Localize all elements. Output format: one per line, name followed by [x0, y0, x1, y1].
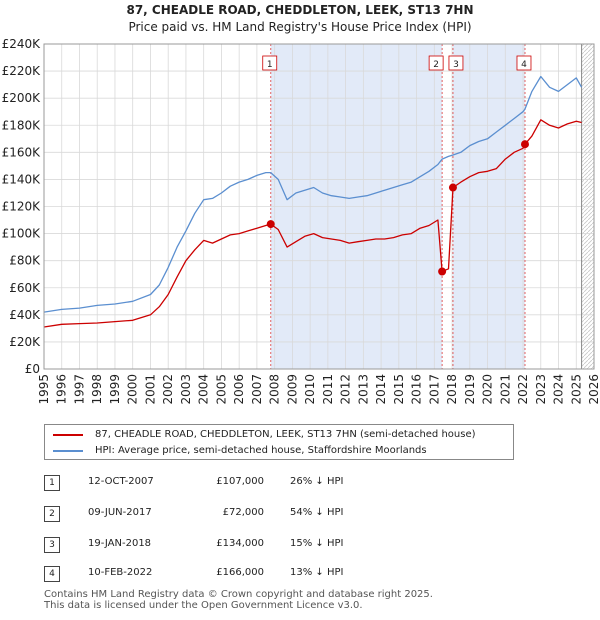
- x-tick-label: 1997: [72, 374, 86, 405]
- y-tick-label: £200K: [2, 91, 42, 105]
- sale-point: [520, 140, 529, 149]
- x-tick-label: 2012: [339, 374, 353, 405]
- sale-number-badge: 4: [44, 566, 60, 582]
- sale-number-badge: 1: [44, 475, 60, 491]
- sale-point: [448, 183, 457, 192]
- sale-point: [266, 220, 275, 229]
- sale-date: 19-JAN-2018: [88, 538, 152, 549]
- sale-price: £134,000: [216, 538, 264, 549]
- x-tick-label: 2016: [410, 374, 424, 405]
- sale-label-box: 4: [516, 55, 532, 71]
- sale-label-box: 3: [448, 55, 464, 71]
- y-tick-label: £0: [25, 362, 40, 376]
- x-tick-label: 2013: [356, 374, 370, 405]
- x-tick-label: 2019: [463, 374, 477, 405]
- sale-date: 10-FEB-2022: [88, 567, 153, 578]
- y-tick-label: £160K: [2, 145, 42, 159]
- sale-hpi-diff: 26% ↓ HPI: [290, 476, 344, 487]
- x-tick-label: 2021: [498, 374, 512, 405]
- x-tick-label: 2011: [321, 374, 335, 405]
- y-tick-label: £240K: [2, 37, 42, 51]
- x-tick-label: 2018: [445, 374, 459, 405]
- y-tick-label: £180K: [2, 118, 42, 132]
- sale-label-box: 1: [262, 55, 278, 71]
- y-tick-label: £100K: [2, 227, 42, 241]
- x-tick-label: 2020: [481, 374, 495, 405]
- sale-price: £72,000: [222, 507, 264, 518]
- x-tick-label: 2001: [143, 374, 157, 405]
- y-tick-label: £60K: [9, 281, 41, 295]
- x-tick-label: 2017: [427, 374, 441, 405]
- x-tick-label: 2024: [552, 374, 566, 405]
- sale-label-frame: [428, 55, 444, 71]
- x-tick-label: 2022: [516, 374, 530, 405]
- x-tick-label: 1998: [90, 374, 104, 405]
- x-tick-label: 2006: [232, 374, 246, 405]
- x-tick-label: 2002: [161, 374, 175, 405]
- x-tick-label: 2023: [534, 374, 548, 405]
- sale-price: £107,000: [216, 476, 264, 487]
- x-tick-label: 1999: [108, 374, 122, 405]
- chart-title: 87, CHEADLE ROAD, CHEDDLETON, LEEK, ST13…: [126, 3, 474, 17]
- legend-label-hpi: HPI: Average price, semi-detached house,…: [95, 445, 427, 456]
- sale-label-frame: [516, 55, 532, 71]
- footer-licence: This data is licensed under the Open Gov…: [44, 600, 363, 611]
- sale-label-number: 3: [453, 60, 459, 70]
- sale-date: 12-OCT-2007: [88, 476, 154, 487]
- sale-number-badge: 2: [44, 506, 60, 522]
- sale-label-box: 2: [428, 55, 444, 71]
- sale-point: [438, 267, 447, 276]
- sale-label-frame: [262, 55, 278, 71]
- footer-copyright: Contains HM Land Registry data © Crown c…: [44, 589, 433, 600]
- x-tick-label: 2014: [374, 374, 388, 405]
- sale-label-number: 4: [521, 60, 527, 70]
- y-tick-label: £140K: [2, 172, 42, 186]
- y-tick-label: £20K: [9, 335, 41, 349]
- price-chart: 1 2 3 4 £0 £20K £40K £60K £80K £100K £120K £140K £1…: [2, 37, 600, 405]
- x-tick-label: 2010: [303, 374, 317, 405]
- x-tick-label: 2009: [285, 374, 299, 405]
- x-tick-label: 2008: [268, 374, 282, 405]
- sale-label-number: 2: [433, 60, 439, 70]
- legend: 87, CHEADLE ROAD, CHEDDLETON, LEEK, ST13…: [44, 424, 514, 460]
- sale-price: £166,000: [216, 567, 264, 578]
- sale-hpi-diff: 54% ↓ HPI: [290, 507, 344, 518]
- sale-number-badge: 3: [44, 537, 60, 553]
- x-tick-label: 2005: [214, 374, 228, 405]
- y-tick-label: £40K: [9, 308, 41, 322]
- sale-label-frame: [448, 55, 464, 71]
- sale-hpi-diff: 13% ↓ HPI: [290, 567, 344, 578]
- chart-subtitle: Price paid vs. HM Land Registry's House …: [128, 20, 472, 34]
- legend-swatch-property: [53, 434, 83, 436]
- x-tick-label: 2025: [569, 374, 583, 405]
- sale-label-number: 1: [267, 60, 273, 70]
- sale-date: 09-JUN-2017: [88, 507, 152, 518]
- y-tick-label: £120K: [2, 200, 42, 214]
- legend-swatch-hpi: [53, 450, 83, 452]
- x-tick-label: 2000: [126, 374, 140, 405]
- hpi-series-line: [43, 75, 583, 313]
- property-series-line: [43, 119, 582, 328]
- x-tick-label: 2015: [392, 374, 406, 405]
- footer-attribution: Contains HM Land Registry data © Crown c…: [44, 589, 433, 611]
- x-tick-label: 2007: [250, 374, 264, 405]
- x-tick-label: 2004: [197, 374, 211, 405]
- y-tick-label: £80K: [9, 254, 41, 268]
- x-tick-label: 1995: [37, 374, 51, 405]
- y-tick-label: £220K: [2, 64, 42, 78]
- x-tick-label: 2003: [179, 374, 193, 405]
- sale-hpi-diff: 15% ↓ HPI: [290, 538, 344, 549]
- x-tick-label: 1996: [55, 374, 69, 405]
- legend-label-property: 87, CHEADLE ROAD, CHEDDLETON, LEEK, ST13…: [95, 429, 476, 440]
- plot-frame: [43, 43, 595, 370]
- x-tick-label: 2026: [587, 374, 600, 405]
